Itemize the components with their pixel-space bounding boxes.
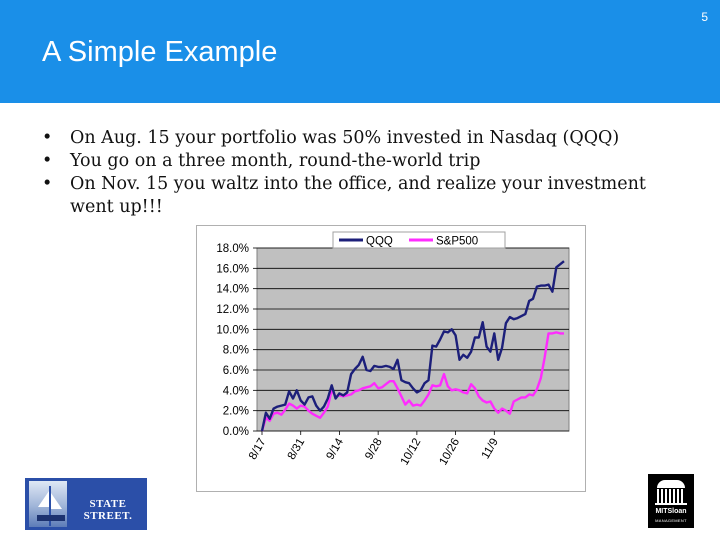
y-tick-label: 12.0%	[216, 304, 249, 316]
bullet-text: On Nov. 15 you waltz into the office, an…	[70, 174, 646, 194]
series-line-sp500	[260, 331, 564, 432]
x-tick-label: 10/12	[399, 437, 424, 468]
title-bar: 5 A Simple Example	[0, 0, 720, 103]
chart-container: 0.0% 2.0% 4.0% 6.0% 8.0% 10.0% 12.0% 14.0% 16.0%…	[196, 225, 586, 492]
y-tick-label: 18.0%	[216, 243, 249, 255]
bullet-item: • On Nov. 15 you waltz into the office, …	[42, 173, 682, 219]
bullet-text: You go on a three month, round-the-world…	[70, 151, 481, 171]
x-tick-label: 10/26	[437, 437, 462, 468]
y-tick-label: 0.0%	[223, 426, 249, 438]
x-tick-label: 8/31	[286, 437, 308, 462]
line-chart: 0.0% 2.0% 4.0% 6.0% 8.0% 10.0% 12.0% 14.0% 16.0%…	[216, 231, 570, 468]
state-street-logo: STATE STREET.	[25, 478, 147, 530]
bullet-item: • You go on a three month, round-the-wor…	[42, 150, 682, 173]
y-tick-label: 2.0%	[223, 406, 249, 418]
slide-number: 5	[701, 10, 708, 24]
bullet-marker: •	[42, 151, 53, 171]
y-tick-label: 10.0%	[216, 324, 249, 336]
y-tick-label: 14.0%	[216, 284, 249, 296]
y-tick-label: 16.0%	[216, 263, 249, 275]
dome-icon	[657, 480, 685, 488]
bullet-text: On Aug. 15 your portfolio was 50% invest…	[70, 128, 620, 148]
mit-sloan-wordmark: MITSloan	[655, 508, 687, 515]
bullet-text-continued: went up!!!	[70, 197, 163, 217]
y-tick-label: 6.0%	[223, 365, 249, 377]
series-line-qqq	[260, 260, 565, 432]
x-tick-label: 9/14	[324, 436, 346, 462]
bullet-marker: •	[42, 128, 53, 148]
bullet-item: • On Aug. 15 your portfolio was 50% inve…	[42, 127, 682, 150]
mit-sloan-logo: MITSloan MANAGEMENT	[648, 474, 694, 528]
x-tick-label: 11/9	[480, 437, 501, 462]
legend-label: S&P500	[436, 236, 478, 248]
legend-label: QQQ	[366, 236, 393, 248]
bullet-marker: •	[42, 174, 53, 194]
y-tick-label: 4.0%	[223, 385, 249, 397]
state-street-wordmark: STATE STREET.	[83, 498, 133, 522]
slide-title: A Simple Example	[42, 36, 278, 68]
ship-icon	[29, 481, 67, 527]
bullet-list: • On Aug. 15 your portfolio was 50% inve…	[42, 127, 682, 219]
x-tick-label: 8/17	[247, 437, 269, 462]
y-tick-label: 8.0%	[223, 345, 249, 357]
mit-sloan-subtext: MANAGEMENT	[655, 518, 687, 523]
x-tick-label: 9/28	[363, 437, 385, 462]
